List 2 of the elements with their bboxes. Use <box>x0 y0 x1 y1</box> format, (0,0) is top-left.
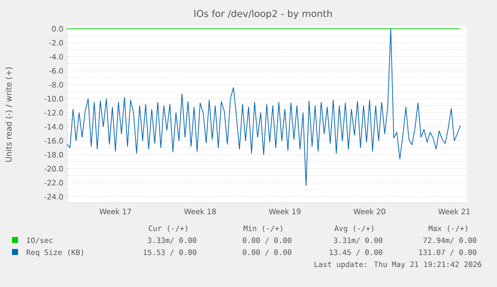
chart-title: IOs for /dev/loop2 - by month <box>194 10 332 19</box>
line-series <box>66 28 461 186</box>
